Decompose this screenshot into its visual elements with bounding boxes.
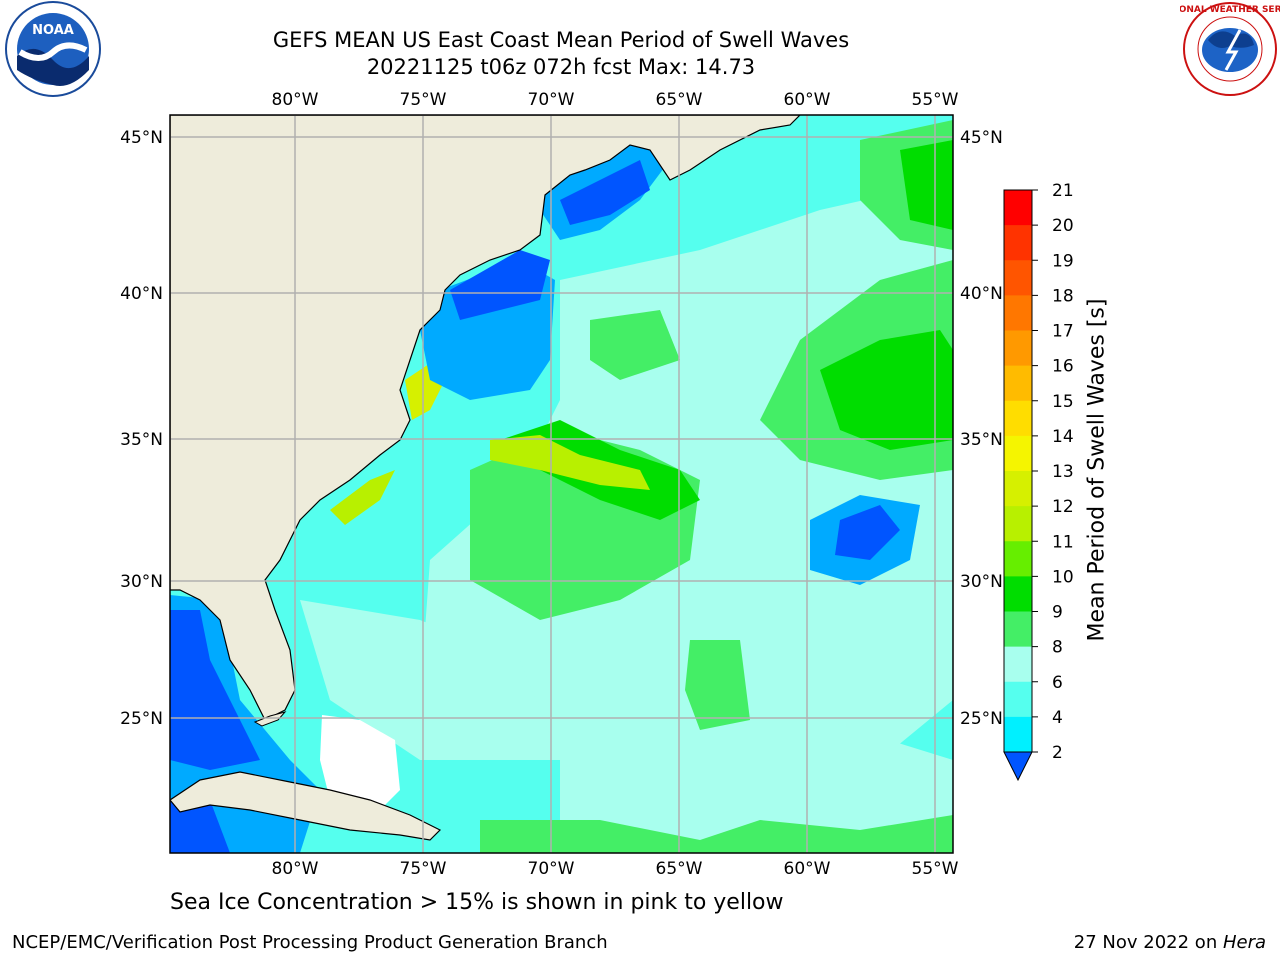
sea-ice-note: Sea Ice Concentration > 15% is shown in … — [170, 890, 784, 915]
lat-label-right: 45°N — [960, 128, 1003, 148]
lon-label-bottom: 70°W — [528, 859, 575, 879]
contour-2-4-nyc — [450, 250, 550, 320]
colorbar-cell — [1004, 576, 1032, 612]
nws-logo: NATIONAL WEATHER SERVICE — [1180, 2, 1280, 96]
colorbar-cell — [1004, 295, 1032, 331]
colorbar-tick-label: 14 — [1052, 427, 1074, 447]
lon-label-top: 65°W — [656, 90, 703, 110]
footer-host: Hera — [1222, 932, 1266, 953]
footer-date-text: 27 Nov 2022 on — [1073, 932, 1223, 953]
contour-12-13-coast — [330, 470, 395, 525]
contour-2-4-me — [560, 160, 650, 225]
colorbar-cell — [1004, 611, 1032, 648]
lat-label-left: 45°N — [120, 128, 163, 148]
contour-9-10-s — [685, 640, 750, 730]
land-north-america — [170, 115, 801, 721]
colorbar-tick-label: 17 — [1052, 322, 1074, 342]
colorbar-cell — [1004, 365, 1032, 402]
lon-label-bottom: 65°W — [656, 859, 703, 879]
contour-12-13-band — [490, 435, 650, 490]
colorbar-cell — [1004, 435, 1032, 472]
lat-label-left: 25°N — [120, 709, 163, 729]
footer-credit: NCEP/EMC/Verification Post Processing Pr… — [12, 932, 608, 953]
graticule — [170, 115, 953, 853]
nws-logo-text: NATIONAL WEATHER SERVICE — [1180, 5, 1280, 15]
colorbar: 21 20 19 18 17 16 15 14 13 12 11 10 9 8 6 4 2 — [1003, 181, 1074, 782]
contour-2-4-se — [835, 505, 900, 560]
lon-label-top: 80°W — [272, 90, 319, 110]
contour-2-4-gulf-south — [170, 800, 230, 853]
noaa-logo: NOAA — [5, 1, 101, 97]
lon-label-top: 60°W — [784, 90, 831, 110]
colorbar-cell — [1004, 716, 1032, 753]
lon-label-bottom: 60°W — [784, 859, 831, 879]
land-florida-keys — [253, 711, 287, 727]
lat-label-left: 40°N — [120, 284, 163, 304]
contour-8-9-south — [300, 600, 560, 760]
colorbar-cell — [1004, 330, 1032, 367]
colorbar-tick-label: 10 — [1052, 567, 1074, 587]
contour-8-9-southeast — [560, 700, 953, 853]
colorbar-cell — [1004, 190, 1032, 226]
no-data-bahamas — [320, 715, 400, 810]
lon-label-top: 55°W — [912, 90, 959, 110]
contour-10-11-ne — [900, 140, 953, 230]
lat-label-right: 35°N — [960, 430, 1003, 450]
chart-subtitle: 20221125 t06z 072h fcst Max: 14.73 — [366, 55, 756, 79]
lon-label-top: 75°W — [400, 90, 447, 110]
colorbar-cell — [1004, 681, 1032, 718]
colorbar-tick-label: 12 — [1052, 497, 1074, 517]
colorbar-tick-label: 18 — [1052, 286, 1074, 306]
footer-date: 27 Nov 2022 on Hera — [1074, 932, 1266, 953]
land-cuba — [170, 771, 442, 841]
colorbar-tick-label: 2 — [1052, 743, 1063, 763]
colorbar-tick-label: 4 — [1052, 708, 1063, 728]
lat-label-right: 30°N — [960, 572, 1003, 592]
colorbar-cell — [1004, 471, 1032, 507]
noaa-logo-text: NOAA — [32, 23, 74, 38]
colorbar-cell — [1004, 541, 1032, 577]
colorbar-tick-label: 20 — [1052, 216, 1074, 236]
lat-label-right: 25°N — [960, 709, 1003, 729]
contour-2-4-gulf — [170, 610, 260, 770]
lat-label-right: 40°N — [960, 284, 1003, 304]
contour-10-11-east — [820, 330, 953, 450]
lon-label-top: 70°W — [528, 90, 575, 110]
colorbar-tick-label: 15 — [1052, 392, 1074, 412]
colorbar-tick-label: 19 — [1052, 251, 1074, 271]
colorbar-title: Mean Period of Swell Waves [s] — [1084, 298, 1110, 642]
colorbar-cell — [1004, 260, 1032, 296]
colorbar-tick-label: 13 — [1052, 462, 1074, 482]
contour-9-10-mid — [590, 310, 680, 380]
chart-title: GEFS MEAN US East Coast Mean Period of S… — [272, 28, 850, 52]
lon-label-bottom: 55°W — [912, 859, 959, 879]
colorbar-cell — [1004, 506, 1032, 542]
map-frame — [169, 114, 954, 854]
colorbar-cell — [1004, 225, 1032, 261]
lat-label-left: 35°N — [120, 430, 163, 450]
colorbar-cell — [1004, 400, 1032, 437]
colorbar-tick-label: 11 — [1052, 532, 1074, 552]
lon-label-bottom: 80°W — [272, 859, 319, 879]
colorbar-extend-arrow — [1003, 751, 1033, 782]
colorbar-tick-label: 6 — [1052, 673, 1063, 693]
colorbar-tick-label: 21 — [1052, 181, 1074, 201]
lat-label-left: 30°N — [120, 572, 163, 592]
contour-9-10-bottom — [480, 815, 953, 853]
lon-label-bottom: 75°W — [400, 859, 447, 879]
colorbar-cell — [1004, 646, 1032, 683]
colorbar-tick-label: 9 — [1052, 603, 1063, 623]
colorbar-tick-label: 8 — [1052, 638, 1063, 658]
colorbar-tick-label: 16 — [1052, 357, 1074, 377]
